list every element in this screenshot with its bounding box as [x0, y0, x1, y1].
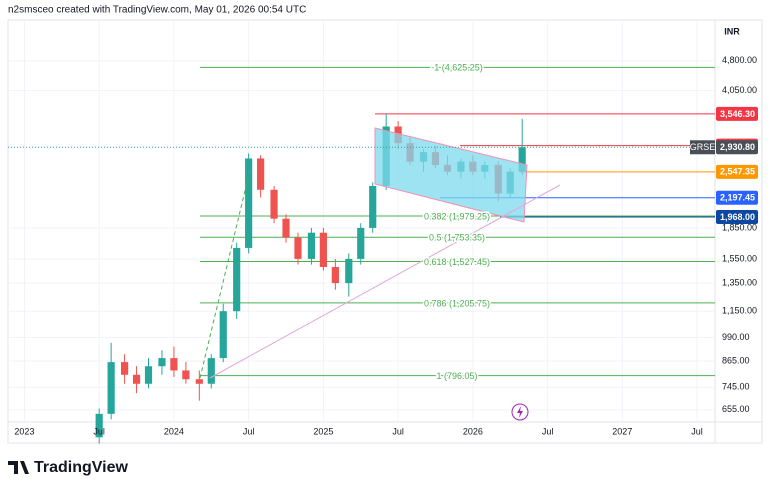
candle-body — [357, 227, 365, 259]
logo-mark — [8, 461, 29, 474]
candle-body — [518, 147, 526, 172]
x-tick-label: 2023 — [14, 426, 34, 436]
y-tick-label: 865.00 — [722, 355, 750, 365]
event-icon-bolt — [517, 406, 523, 418]
x-tick-label: 2025 — [313, 426, 333, 436]
fib-label: 0.618 (1,527.45) — [424, 257, 490, 267]
trendline — [209, 184, 561, 379]
y-tick-label: 1,350.00 — [722, 277, 757, 287]
x-tick-label: 2024 — [164, 426, 184, 436]
fib-label: 0.786 (1,205.75) — [424, 298, 490, 308]
price-label: 2,197.45 — [720, 193, 755, 203]
symbol-box — [690, 140, 715, 155]
candle-body — [245, 158, 253, 248]
last-price-label: 2,930.80 — [720, 142, 755, 152]
y-tick-label: 745.00 — [722, 382, 750, 392]
x-tick-label: 2026 — [463, 426, 483, 436]
candle-body — [95, 413, 103, 438]
price-label-box — [716, 106, 758, 121]
chart-frame — [7, 19, 763, 444]
price-label-box — [716, 164, 758, 179]
currency: INR — [724, 26, 740, 36]
fib-label: -1 (4,625.25) — [431, 63, 483, 73]
candle-body — [257, 158, 265, 190]
candle-body — [233, 247, 241, 312]
candle-body — [294, 237, 302, 259]
price-label: 1,968.00 — [720, 212, 755, 222]
candle-body — [158, 358, 166, 367]
y-tick-label: 1,550.00 — [722, 253, 757, 263]
y-tick-label: 4,800.00 — [722, 55, 757, 65]
candle-body — [132, 374, 141, 384]
x-tick-label: Jul — [243, 426, 255, 436]
x-tick-label: 2027 — [612, 426, 632, 436]
price-label: 2,547.35 — [720, 167, 755, 177]
price-label-box — [716, 190, 758, 205]
fib-label: 1 (796.05) — [436, 371, 477, 381]
y-tick-label: 1,850.00 — [722, 222, 757, 232]
grid — [8, 20, 715, 422]
x-tick-label: Jul — [691, 426, 703, 436]
y-tick-label: 4,050.00 — [722, 85, 757, 95]
candle-body — [144, 366, 153, 384]
logo: TradingView — [8, 459, 129, 476]
price-label: 3,546.30 — [720, 109, 755, 119]
price-label-box — [716, 210, 758, 225]
symbol: GRSE — [690, 142, 716, 152]
candle-body — [319, 232, 327, 267]
fib-trend — [199, 169, 251, 379]
candle-body — [331, 266, 339, 284]
y-tick-label: 655.00 — [722, 404, 750, 414]
channel — [374, 127, 528, 223]
x-tick-label: Jul — [93, 426, 105, 436]
y-tick-label: 1,150.00 — [722, 306, 757, 316]
attribution: n2smsceo created with TradingView.com, M… — [8, 5, 306, 16]
candle-body — [369, 185, 377, 228]
candle-body — [170, 358, 178, 371]
candle-body — [207, 358, 215, 384]
candle-body — [182, 370, 190, 380]
candle-body — [107, 362, 115, 414]
brand: TradingView — [34, 459, 129, 476]
candle-body — [219, 311, 227, 359]
fib-label: 0.5 (1,753.35) — [429, 233, 485, 243]
candle-body — [345, 258, 353, 284]
candle-body — [195, 379, 203, 384]
candle-body — [121, 362, 129, 375]
candle-body — [307, 232, 316, 259]
x-tick-label: Jul — [392, 426, 404, 436]
x-tick-label: Jul — [542, 426, 554, 436]
y-tick-label: 990.00 — [722, 332, 750, 342]
candle-body — [270, 189, 278, 219]
fib-label: 0.382 (1,979.25) — [424, 211, 490, 221]
candle-body — [282, 218, 290, 238]
last-price-box — [716, 140, 758, 155]
